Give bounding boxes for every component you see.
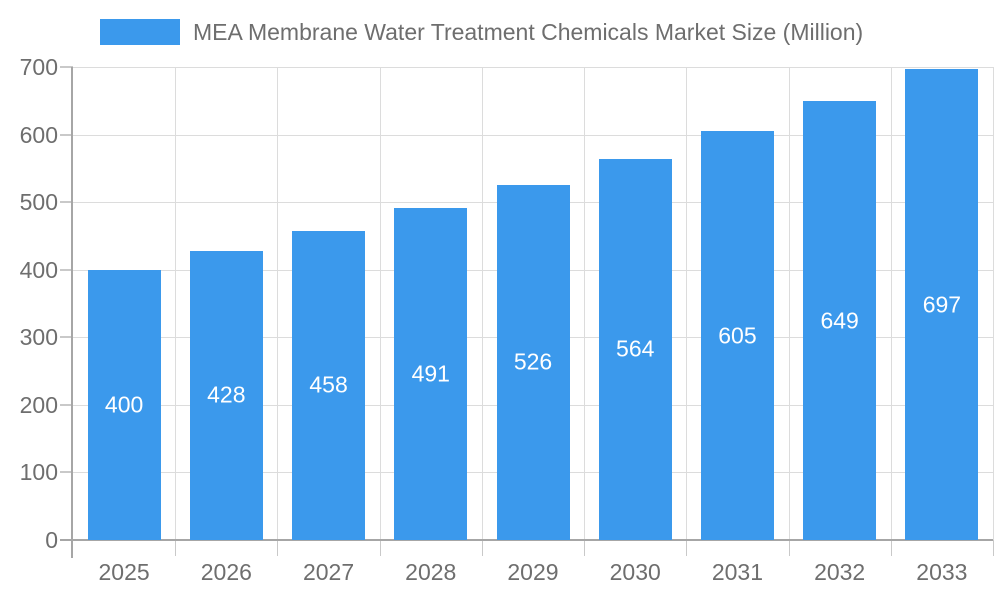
bar-value-label: 649 bbox=[820, 307, 859, 334]
bar-2025[interactable] bbox=[87, 269, 161, 540]
y-axis-label: 700 bbox=[19, 54, 58, 80]
x-axis-tick bbox=[788, 540, 790, 556]
legend-item[interactable]: MEA Membrane Water Treatment Chemicals M… bbox=[100, 17, 863, 47]
y-axis-label: 200 bbox=[19, 391, 58, 418]
y-axis-tick bbox=[60, 471, 73, 474]
bar-value-label: 428 bbox=[207, 381, 246, 408]
x-axis-label: 2027 bbox=[302, 559, 355, 585]
x-axis-tick bbox=[481, 540, 483, 556]
y-axis-label: 500 bbox=[19, 189, 58, 216]
bar-2029[interactable] bbox=[496, 184, 570, 540]
x-axis-label: 2025 bbox=[98, 559, 150, 585]
legend-label: MEA Membrane Water Treatment Chemicals M… bbox=[193, 19, 864, 45]
y-axis-line bbox=[71, 67, 73, 558]
y-axis-tick bbox=[60, 66, 73, 68]
x-axis-label: 2032 bbox=[814, 559, 866, 585]
bar-value-label: 605 bbox=[718, 322, 757, 349]
gridline-vertical bbox=[788, 67, 790, 540]
y-axis-tick bbox=[60, 201, 73, 204]
y-axis-tick bbox=[60, 268, 73, 271]
gridline-horizontal bbox=[73, 134, 993, 136]
bar-2026[interactable] bbox=[189, 250, 263, 540]
gridline-vertical bbox=[686, 67, 688, 540]
gridline-vertical bbox=[175, 67, 177, 540]
x-axis-tick bbox=[379, 540, 381, 556]
x-axis-tick bbox=[175, 540, 177, 556]
bar-value-label: 491 bbox=[411, 360, 450, 387]
bar-2032[interactable] bbox=[803, 101, 877, 540]
x-axis-tick bbox=[584, 540, 586, 556]
gridline-vertical bbox=[993, 67, 994, 540]
y-axis-label: 0 bbox=[45, 527, 58, 553]
y-axis-tick bbox=[60, 336, 73, 339]
bar-2030[interactable] bbox=[598, 158, 672, 540]
x-axis-label: 2026 bbox=[200, 559, 252, 585]
bar-value-label: 564 bbox=[616, 335, 655, 362]
y-axis-label: 600 bbox=[19, 121, 58, 148]
gridline-vertical bbox=[379, 67, 381, 540]
bar-2033[interactable] bbox=[905, 69, 979, 540]
bar-2027[interactable] bbox=[292, 230, 366, 540]
gridline-vertical bbox=[890, 67, 892, 540]
x-axis-label: 2029 bbox=[507, 559, 559, 585]
bar-value-label: 400 bbox=[104, 391, 144, 418]
x-axis-label: 2030 bbox=[609, 559, 661, 585]
bar-value-label: 697 bbox=[922, 291, 962, 317]
gridline-vertical bbox=[481, 67, 483, 540]
x-axis-tick bbox=[993, 540, 994, 556]
x-axis-label: 2033 bbox=[916, 559, 968, 585]
y-axis-label: 300 bbox=[19, 324, 58, 351]
gridline-vertical bbox=[584, 67, 586, 540]
x-axis-label: 2031 bbox=[711, 559, 764, 585]
bar-2028[interactable] bbox=[394, 208, 468, 540]
y-axis-tick bbox=[60, 133, 73, 136]
x-axis-tick bbox=[686, 540, 688, 556]
legend-swatch bbox=[100, 19, 180, 45]
x-axis-tick bbox=[890, 540, 892, 556]
bar-value-label: 526 bbox=[513, 348, 553, 375]
x-axis-line bbox=[60, 539, 993, 541]
bar-2031[interactable] bbox=[700, 131, 774, 540]
bar-value-label: 458 bbox=[309, 371, 348, 398]
x-axis-tick bbox=[277, 540, 279, 556]
gridline-vertical bbox=[277, 67, 279, 540]
y-axis-tick bbox=[60, 403, 73, 406]
y-axis-label: 100 bbox=[19, 459, 58, 486]
x-axis-label: 2028 bbox=[405, 559, 457, 585]
gridline-horizontal bbox=[73, 67, 993, 68]
y-axis-label: 400 bbox=[19, 256, 58, 283]
